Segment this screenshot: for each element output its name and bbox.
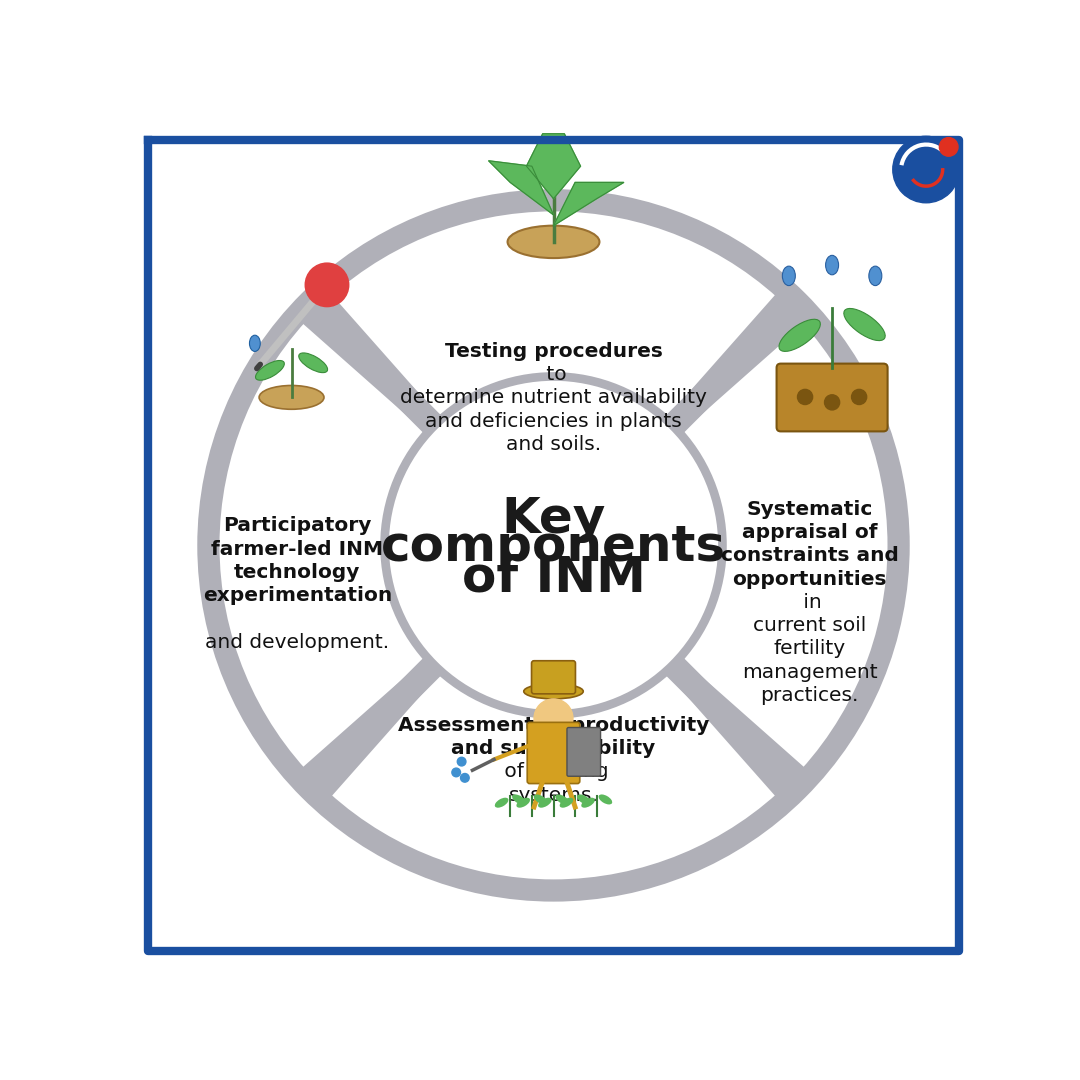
FancyBboxPatch shape <box>531 661 576 693</box>
Wedge shape <box>328 666 779 886</box>
Circle shape <box>391 383 716 707</box>
Text: experimentation: experimentation <box>203 586 392 605</box>
Circle shape <box>306 264 349 307</box>
Ellipse shape <box>524 684 583 699</box>
Ellipse shape <box>512 795 526 805</box>
Wedge shape <box>675 320 893 771</box>
Ellipse shape <box>249 335 260 351</box>
Polygon shape <box>488 161 554 215</box>
Ellipse shape <box>825 255 838 274</box>
Text: management: management <box>742 663 877 681</box>
Ellipse shape <box>555 795 569 805</box>
Circle shape <box>460 773 469 782</box>
Ellipse shape <box>259 386 324 409</box>
Circle shape <box>893 136 959 203</box>
Ellipse shape <box>299 353 327 373</box>
Ellipse shape <box>782 266 795 285</box>
Text: systems.: systems. <box>509 786 598 805</box>
Text: in: in <box>797 593 822 611</box>
Ellipse shape <box>559 798 573 808</box>
Text: and deficiencies in plants: and deficiencies in plants <box>426 411 681 431</box>
Ellipse shape <box>516 798 530 808</box>
Text: and soils.: and soils. <box>505 435 602 454</box>
Text: practices.: practices. <box>760 686 859 705</box>
Circle shape <box>824 395 839 410</box>
Text: to: to <box>540 365 567 384</box>
Text: Testing procedures: Testing procedures <box>445 341 662 361</box>
Text: Participatory: Participatory <box>224 516 372 536</box>
Text: components: components <box>381 523 726 571</box>
Wedge shape <box>214 320 432 771</box>
Ellipse shape <box>495 798 509 808</box>
FancyBboxPatch shape <box>567 728 600 777</box>
Ellipse shape <box>581 798 595 808</box>
Ellipse shape <box>534 795 548 805</box>
Ellipse shape <box>256 361 284 380</box>
Circle shape <box>208 200 899 891</box>
Ellipse shape <box>577 795 591 805</box>
Ellipse shape <box>779 320 821 351</box>
Circle shape <box>451 768 460 777</box>
Text: fertility: fertility <box>773 639 846 659</box>
Text: constraints and: constraints and <box>720 546 899 565</box>
Text: Systematic: Systematic <box>746 500 873 518</box>
Text: and development.: and development. <box>205 633 390 651</box>
Text: of INM: of INM <box>461 553 646 600</box>
Polygon shape <box>526 134 581 199</box>
Text: opportunities: opportunities <box>732 569 887 589</box>
Wedge shape <box>328 205 779 424</box>
Circle shape <box>457 757 465 766</box>
Text: current soil: current soil <box>753 616 866 635</box>
FancyBboxPatch shape <box>527 723 580 784</box>
Circle shape <box>534 699 573 738</box>
Ellipse shape <box>843 309 886 340</box>
Ellipse shape <box>538 798 552 808</box>
Text: and sustainability: and sustainability <box>451 739 656 758</box>
Ellipse shape <box>508 226 599 258</box>
Text: Key: Key <box>501 495 606 543</box>
Text: of farming: of farming <box>498 762 609 782</box>
Text: appraisal of: appraisal of <box>742 523 877 542</box>
FancyBboxPatch shape <box>777 364 888 431</box>
Ellipse shape <box>868 266 881 285</box>
Circle shape <box>851 390 866 405</box>
Text: farmer-led INM: farmer-led INM <box>212 540 383 558</box>
Ellipse shape <box>598 795 612 805</box>
Text: technology: technology <box>234 563 361 582</box>
Text: determine nutrient availability: determine nutrient availability <box>400 388 707 407</box>
Circle shape <box>797 390 812 405</box>
Text: Assessment of productivity: Assessment of productivity <box>397 716 710 734</box>
Circle shape <box>940 137 958 157</box>
Polygon shape <box>554 183 624 226</box>
